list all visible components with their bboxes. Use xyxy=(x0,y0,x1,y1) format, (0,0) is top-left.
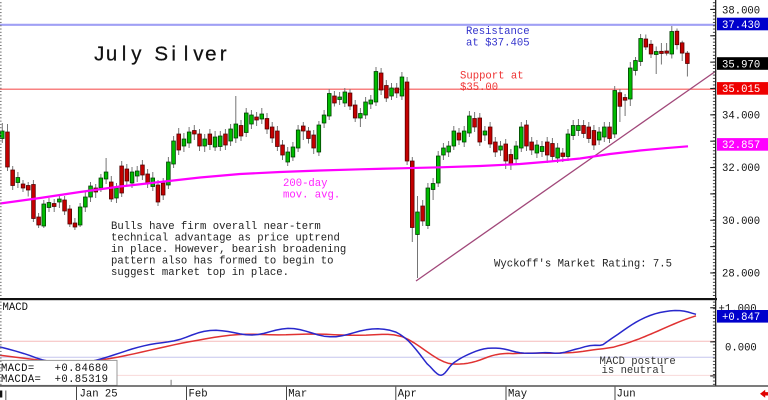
svg-text:34.000: 34.000 xyxy=(722,110,760,122)
svg-text:Mar: Mar xyxy=(288,389,307,400)
svg-text:28.000: 28.000 xyxy=(722,268,760,280)
svg-text:u: u xyxy=(106,42,117,65)
svg-text:Apr: Apr xyxy=(398,389,417,400)
svg-text:Wyckoff's Market Rating: 7.5: Wyckoff's Market Rating: 7.5 xyxy=(494,258,672,270)
svg-text:l: l xyxy=(122,42,127,65)
svg-text:35.970: 35.970 xyxy=(722,59,760,71)
svg-text:Bulls have firm overall near-t: Bulls have firm overall near-term xyxy=(111,221,321,233)
svg-text:Support at: Support at xyxy=(460,70,524,82)
svg-text:Jan 25: Jan 25 xyxy=(80,389,118,400)
svg-text:MACD: MACD xyxy=(3,302,28,314)
svg-text:pattern also has formed to beg: pattern also has formed to begin to xyxy=(111,256,334,268)
svg-text:37.430: 37.430 xyxy=(722,20,760,32)
svg-text:Resistance: Resistance xyxy=(466,26,530,38)
svg-text:0.000: 0.000 xyxy=(725,343,757,355)
svg-text:suggest market top in place.: suggest market top in place. xyxy=(111,267,289,279)
svg-text:at $37.405: at $37.405 xyxy=(466,38,530,50)
svg-text:38.000: 38.000 xyxy=(722,5,760,17)
svg-text:in place. However, bearish bro: in place. However, bearish broadening xyxy=(111,244,346,256)
svg-text:200-day: 200-day xyxy=(283,178,328,190)
svg-text:S: S xyxy=(154,42,168,65)
svg-text:May: May xyxy=(508,389,527,400)
svg-text:30.000: 30.000 xyxy=(722,216,760,228)
svg-text:$35.00: $35.00 xyxy=(460,82,498,94)
svg-text:Jun: Jun xyxy=(617,389,636,400)
svg-text:MACDA= +0.85319: MACDA= +0.85319 xyxy=(1,374,108,386)
svg-text:Feb: Feb xyxy=(189,389,208,400)
svg-text:is neutral: is neutral xyxy=(602,365,666,377)
svg-text:mov. avg.: mov. avg. xyxy=(283,190,340,202)
svg-text:y: y xyxy=(131,42,142,65)
svg-text:e: e xyxy=(205,42,216,65)
svg-text:l: l xyxy=(184,42,189,65)
svg-text:J: J xyxy=(94,42,104,65)
svg-text:35.015: 35.015 xyxy=(722,84,760,96)
svg-text:32.000: 32.000 xyxy=(722,163,760,175)
svg-text:+0.847: +0.847 xyxy=(722,312,760,324)
svg-text:MACD posture: MACD posture xyxy=(600,356,676,368)
svg-text:32.857: 32.857 xyxy=(722,140,760,152)
svg-text:r: r xyxy=(220,42,227,65)
svg-text:technical advantage as price u: technical advantage as price uptrend xyxy=(111,232,340,244)
svg-text:i: i xyxy=(171,42,176,65)
svg-text:v: v xyxy=(193,42,204,65)
svg-text:MACD= +0.84680: MACD= +0.84680 xyxy=(1,363,108,375)
